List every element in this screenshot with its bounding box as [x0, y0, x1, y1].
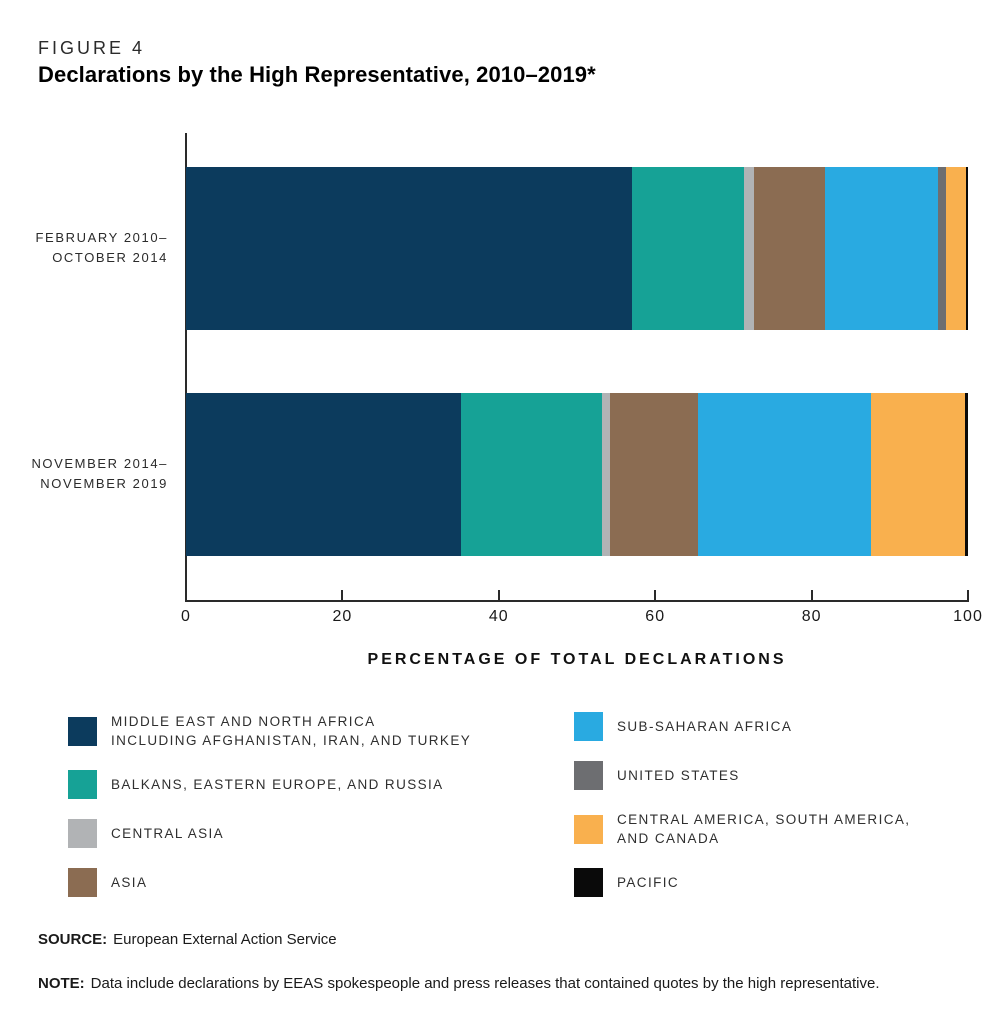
legend-column-2: SUB-SAHARAN AFRICA UNITED STATES CENTRAL A…	[574, 712, 910, 917]
legend-item: PACIFIC	[574, 868, 910, 897]
legend-swatch	[68, 716, 97, 746]
legend-label-line: PACIFIC	[617, 875, 680, 890]
legend-label-line: BALKANS, EASTERN EUROPE, AND RUSSIA	[111, 777, 444, 792]
legend-label-line: INCLUDING AFGHANISTAN, IRAN, AND TURKEY	[111, 733, 472, 748]
legend-label-line: MIDDLE EAST AND NORTH AFRICA	[111, 714, 376, 729]
x-axis-tick-label: 40	[488, 608, 509, 625]
legend-swatch	[574, 868, 603, 897]
legend-swatch	[574, 761, 603, 790]
legend-label: BALKANS, EASTERN EUROPE, AND RUSSIA	[111, 775, 444, 794]
legend-swatch	[68, 770, 97, 799]
category-label-line: NOVEMBER 2014–	[31, 456, 168, 471]
bar-segment	[964, 393, 968, 556]
bar-segment	[186, 167, 632, 330]
x-axis-tick	[497, 590, 500, 600]
x-axis-line	[185, 600, 969, 602]
x-axis-tick	[654, 590, 657, 600]
source-label: SOURCE:	[38, 931, 108, 948]
legend-item: ASIA	[68, 868, 471, 897]
stacked-bar-1	[186, 167, 968, 330]
category-label-line: OCTOBER 2014	[52, 250, 168, 265]
legend-label-line: SUB-SAHARAN AFRICA	[617, 719, 793, 734]
legend-item: SUB-SAHARAN AFRICA	[574, 712, 910, 741]
bar-segment	[824, 167, 939, 330]
note-line: NOTE: Data include declarations by EEAS s…	[38, 975, 880, 992]
bar-segment	[946, 167, 966, 330]
note-text: Data include declarations by EEAS spokes…	[90, 975, 880, 992]
legend-label: MIDDLE EAST AND NORTH AFRICA INCLUDING AF…	[111, 712, 471, 750]
bar-segment	[744, 167, 755, 330]
legend-label: CENTRAL AMERICA, SOUTH AMERICA, AND CANAD…	[617, 810, 910, 848]
source-line: SOURCE: European External Action Service	[38, 931, 337, 948]
x-axis-tick	[341, 590, 344, 600]
bar-segment	[870, 393, 965, 556]
bar-segment	[938, 167, 947, 330]
note-label: NOTE:	[38, 975, 85, 992]
chart-title: Declarations by the High Representative,…	[38, 62, 596, 87]
x-axis-tick-label: 20	[332, 608, 353, 625]
y-axis-line	[185, 133, 187, 602]
legend-label-line: AND CANADA	[617, 831, 720, 846]
legend-label: SUB-SAHARAN AFRICA	[617, 717, 792, 736]
legend-swatch	[68, 868, 97, 897]
bar-segment	[754, 167, 825, 330]
x-axis-tick-label: 100	[953, 608, 983, 625]
legend-label: PACIFIC	[617, 873, 679, 892]
category-label-line: NOVEMBER 2019	[40, 476, 168, 491]
legend-label: UNITED STATES	[617, 766, 740, 785]
stacked-bar-2	[186, 393, 968, 556]
x-axis-title: PERCENTAGE OF TOTAL DECLARATIONS	[367, 651, 787, 668]
source-text: European External Action Service	[113, 931, 337, 948]
legend-swatch	[574, 814, 603, 844]
legend-label: ASIA	[111, 873, 147, 892]
x-axis-tick	[810, 590, 813, 600]
legend-label-line: UNITED STATES	[617, 768, 740, 783]
bar-segment	[602, 393, 610, 556]
bar-segment	[698, 393, 871, 556]
bar-segment	[631, 167, 745, 330]
legend-swatch	[574, 712, 603, 741]
x-axis-tick-label: 60	[645, 608, 666, 625]
legend-label-line: ASIA	[111, 875, 148, 890]
legend-label-line: CENTRAL AMERICA, SOUTH AMERICA,	[617, 812, 911, 827]
legend-item: UNITED STATES	[574, 761, 910, 790]
category-label-line: FEBRUARY 2010–	[35, 230, 168, 245]
legend-item: CENTRAL ASIA	[68, 819, 471, 848]
legend-item: CENTRAL AMERICA, SOUTH AMERICA, AND CANAD…	[574, 810, 910, 848]
x-axis-tick-label: 0	[181, 608, 191, 625]
x-axis-tick	[967, 590, 969, 600]
bar-segment	[461, 393, 602, 556]
bar-segment	[186, 393, 462, 556]
figure-number-label: FIGURE 4	[38, 38, 146, 58]
bar-segment	[965, 167, 968, 330]
legend-label-line: CENTRAL ASIA	[111, 826, 225, 841]
legend-column-1: MIDDLE EAST AND NORTH AFRICA INCLUDING AF…	[68, 712, 471, 917]
x-axis-tick-label: 80	[801, 608, 822, 625]
bar-segment	[609, 393, 699, 556]
legend-item: MIDDLE EAST AND NORTH AFRICA INCLUDING AF…	[68, 712, 471, 750]
legend-item: BALKANS, EASTERN EUROPE, AND RUSSIA	[68, 770, 471, 799]
category-label-2: NOVEMBER 2014– NOVEMBER 2019	[0, 454, 168, 494]
legend-label: CENTRAL ASIA	[111, 824, 224, 843]
category-label-1: FEBRUARY 2010– OCTOBER 2014	[0, 228, 168, 268]
legend-swatch	[68, 819, 97, 848]
